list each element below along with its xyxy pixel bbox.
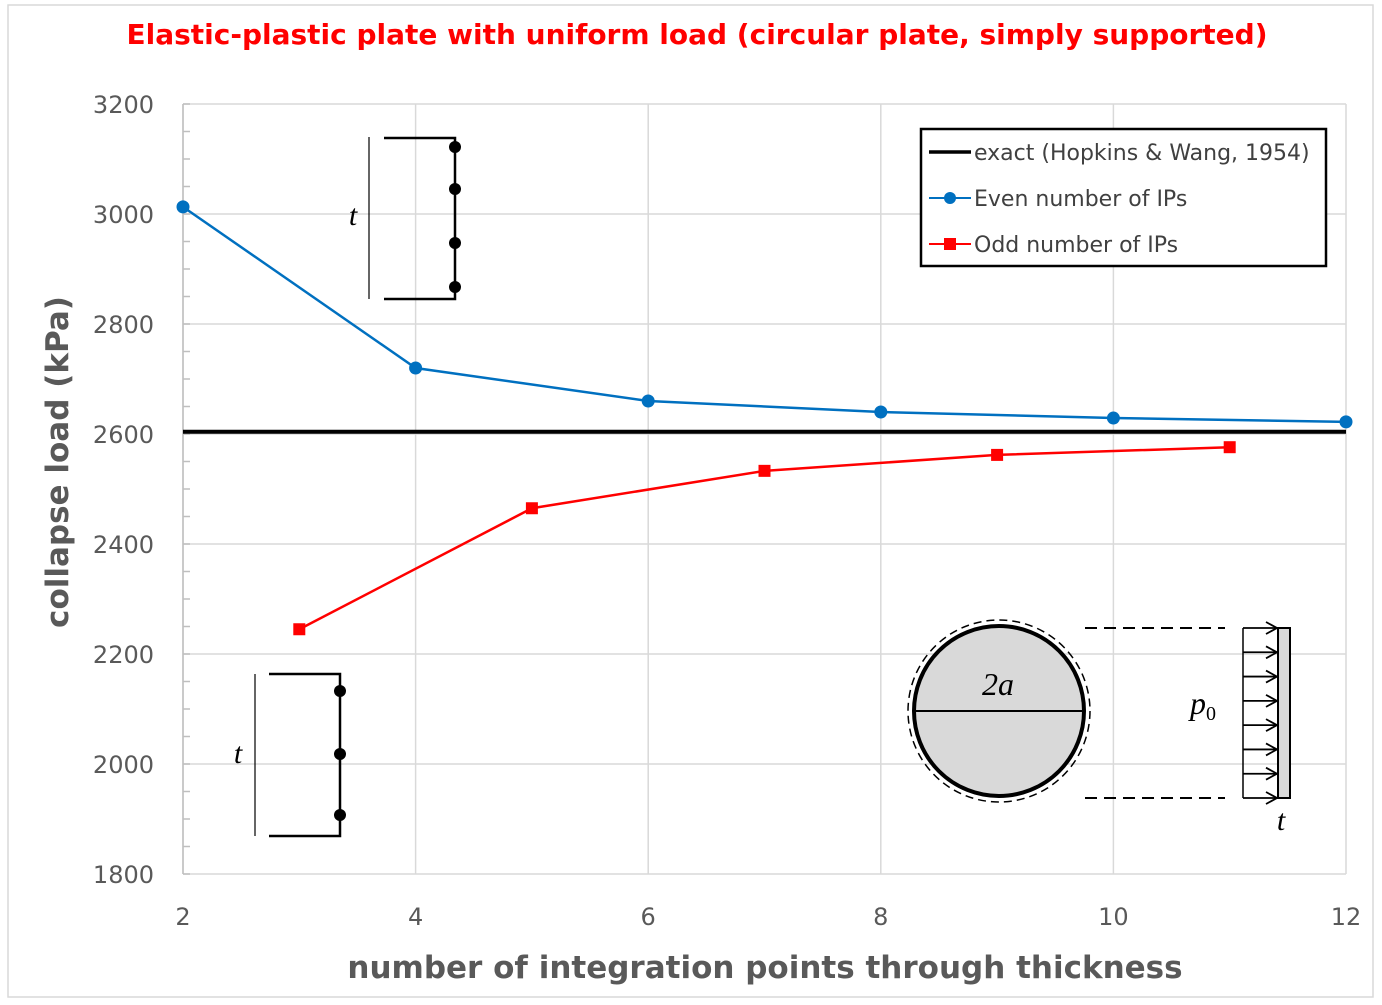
even-inset-thickness-label: t [349, 199, 358, 232]
legend-label: Even number of IPs [974, 187, 1187, 212]
plate-thickness-label: t [1277, 804, 1286, 837]
data-point [874, 405, 888, 419]
data-point [293, 623, 306, 636]
data-point [1223, 441, 1236, 454]
legend-label: exact (Hopkins & Wang, 1954) [974, 141, 1310, 166]
x-axis-label: number of integration points through thi… [347, 950, 1182, 986]
x-tick-label: 4 [408, 903, 423, 931]
load-arrowhead [1265, 694, 1279, 708]
data-point [991, 448, 1004, 461]
diameter-label: 2a [982, 666, 1014, 702]
y-tick-label: 1800 [93, 861, 154, 889]
data-point [409, 361, 423, 375]
y-tick-label: 2800 [93, 311, 154, 339]
circular-plate-diagram: 2a p0 t [907, 619, 1291, 837]
data-point [176, 200, 190, 214]
odd-ip-inset-diagram: t [234, 672, 346, 838]
even-ip-inset-diagram: t [349, 136, 461, 301]
load-arrowhead [1265, 791, 1279, 805]
legend-marker [944, 238, 956, 250]
x-tick-label: 10 [1098, 903, 1129, 931]
data-point [641, 394, 655, 408]
y-tick-label: 3000 [93, 201, 154, 229]
y-tick-label: 3200 [93, 91, 154, 119]
load-arrowhead [1265, 742, 1279, 757]
chart-title: Elastic-plastic plate with uniform load … [126, 18, 1267, 51]
series-line-1 [182, 205, 1347, 424]
series-layer [176, 200, 1353, 636]
load-arrowhead [1265, 645, 1279, 660]
x-tick-label: 8 [873, 903, 888, 931]
data-point [525, 502, 538, 515]
y-tick-label: 2000 [93, 751, 154, 779]
legend: exact (Hopkins & Wang, 1954) Even number … [919, 127, 1328, 268]
x-tick-label: 12 [1331, 903, 1362, 931]
legend-label: Odd number of IPs [974, 233, 1178, 258]
data-point [1106, 411, 1120, 425]
x-tick-label: 2 [175, 903, 190, 931]
pressure-label: p0 [1188, 685, 1216, 725]
legend-marker [944, 192, 956, 204]
load-arrowhead [1265, 766, 1279, 781]
load-arrowhead [1265, 621, 1279, 635]
x-tick-label: 6 [641, 903, 656, 931]
y-tick-label: 2600 [93, 421, 154, 449]
load-arrowhead [1265, 669, 1279, 684]
load-arrowhead [1265, 718, 1279, 732]
data-point [1339, 415, 1353, 429]
data-point [758, 464, 771, 477]
odd-inset-thickness-label: t [234, 737, 243, 770]
y-tick-label: 2200 [93, 641, 154, 669]
y-axis-label: collapse load (kPa) [40, 296, 76, 628]
axes: 1800 2000 2200 2400 2600 2800 3000 3200 2 4 6 8 10 12 [93, 91, 1361, 931]
y-tick-label: 2400 [93, 531, 154, 559]
